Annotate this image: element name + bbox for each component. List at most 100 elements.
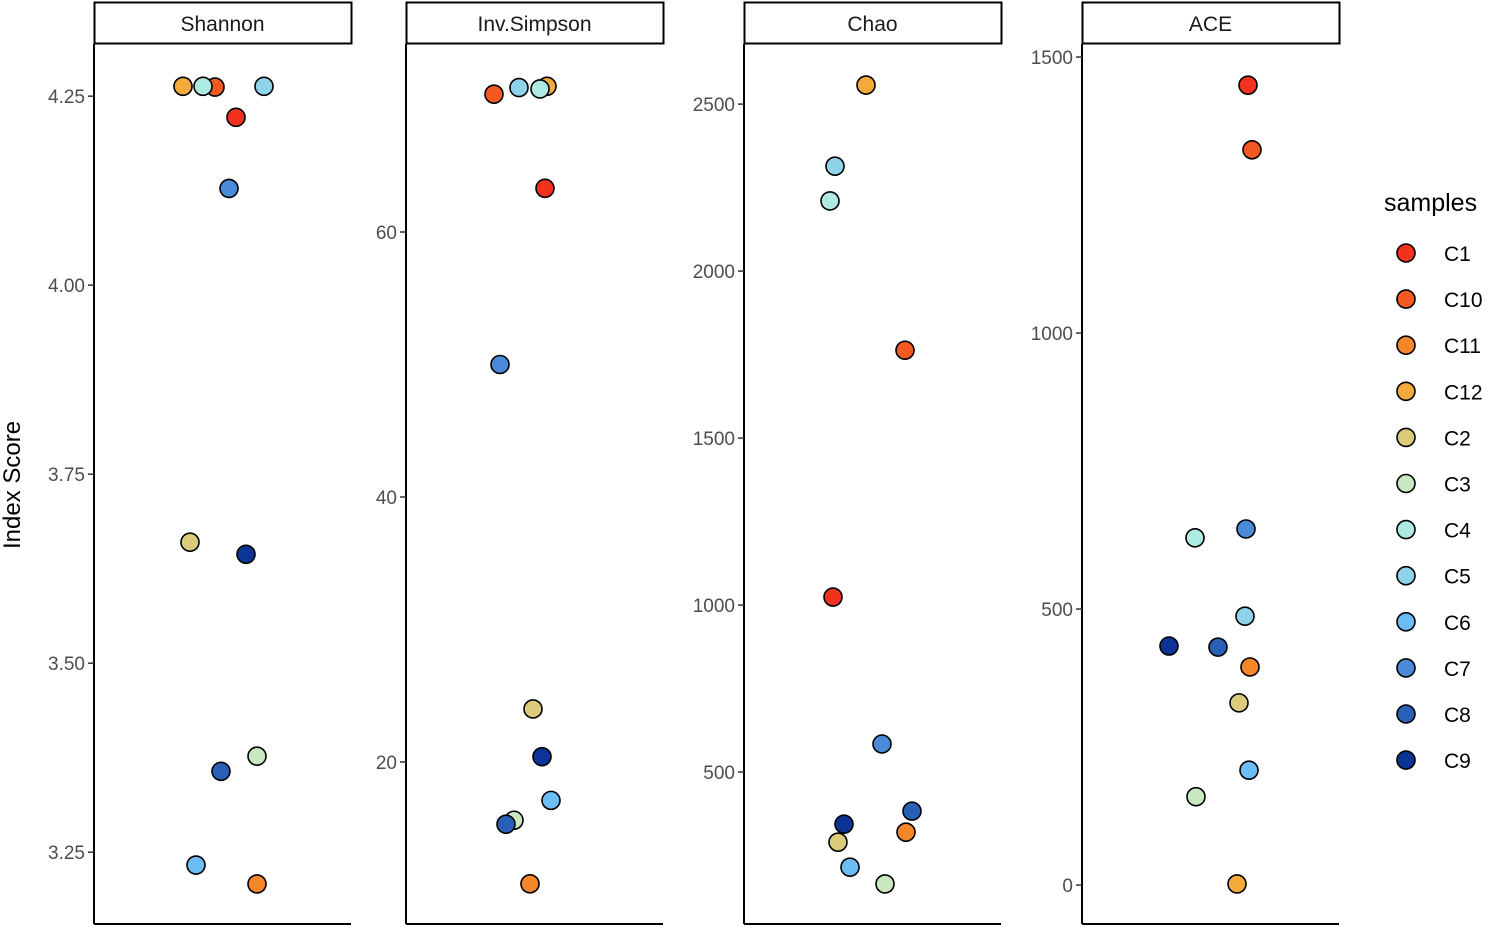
legend-key — [1396, 519, 1416, 540]
y-tick-label: 3.50 — [48, 654, 85, 675]
y-axis-label: Index Score — [0, 421, 26, 549]
legend-key — [1396, 658, 1416, 678]
y-tick-label: 0 — [1062, 876, 1073, 897]
legend-key — [1396, 611, 1416, 632]
legend-label: C9 — [1444, 750, 1471, 773]
point-C12 — [1227, 874, 1247, 894]
y-tick-label: 2500 — [693, 95, 735, 116]
point-C2 — [1229, 693, 1249, 713]
legend-item-C9: C9 — [1396, 750, 1471, 773]
point-C4 — [530, 79, 550, 99]
y-tick-label: 1000 — [693, 596, 735, 617]
point-C4 — [193, 76, 213, 97]
y-tick-label: 500 — [1041, 600, 1073, 621]
strip-title: Inv.Simpson — [478, 13, 592, 36]
legend-key — [1396, 289, 1416, 309]
point-C9 — [236, 544, 256, 565]
legend-item-C5: C5 — [1396, 565, 1471, 589]
strip-box — [1081, 1, 1341, 45]
legend-label: C3 — [1444, 474, 1471, 497]
panel-ace: ACE 0 500 1000 1500 — [1031, 1, 1341, 925]
point-C4 — [820, 191, 840, 211]
y-tick-label: 500 — [703, 763, 735, 784]
y-tick-label: 3.75 — [48, 465, 85, 486]
legend-key — [1396, 565, 1416, 586]
point-C3 — [875, 874, 895, 894]
legend-title: samples — [1384, 189, 1477, 217]
legend: C1 C10 C11 C12 C2 C3 C4 C5 C6 C7 C8 C9 — [1396, 243, 1483, 773]
point-C11 — [1240, 657, 1260, 677]
legend-item-C10: C10 — [1396, 289, 1483, 312]
strip-title: Chao — [847, 13, 897, 36]
point-C12 — [173, 76, 193, 97]
y-tick-label: 40 — [376, 488, 397, 509]
point-C12 — [856, 75, 876, 95]
point-C7 — [490, 354, 510, 375]
y-tick-label: 2000 — [693, 262, 735, 283]
point-C8 — [211, 761, 231, 782]
strip-box — [743, 1, 1003, 45]
legend-item-C7: C7 — [1396, 658, 1471, 681]
point-C9 — [1159, 636, 1179, 656]
y-tick-label: 1000 — [1031, 324, 1073, 345]
point-C10 — [895, 340, 915, 361]
point-C7 — [1236, 519, 1256, 539]
point-C7 — [872, 734, 892, 754]
point-C5 — [1235, 606, 1255, 627]
legend-label: C4 — [1444, 520, 1471, 543]
legend-item-C8: C8 — [1396, 704, 1471, 727]
y-tick-label: 3.25 — [48, 843, 85, 864]
legend-item-C4: C4 — [1396, 519, 1471, 543]
point-C3 — [1186, 786, 1206, 807]
y-tick-label: 4.25 — [48, 87, 85, 108]
point-C2 — [523, 699, 543, 719]
point-C1 — [535, 178, 555, 199]
point-C9 — [532, 746, 552, 767]
legend-item-C11: C11 — [1396, 335, 1481, 358]
point-C9 — [834, 814, 854, 834]
legend-key — [1396, 381, 1416, 402]
strip-title: Shannon — [180, 13, 264, 36]
point-C6 — [186, 855, 206, 875]
point-C6 — [541, 790, 561, 811]
legend-label: C12 — [1444, 381, 1483, 404]
legend-label: C6 — [1444, 612, 1471, 635]
y-tick-label: 60 — [376, 223, 397, 244]
y-tick-label: 1500 — [693, 429, 735, 450]
point-C6 — [1239, 760, 1259, 781]
point-C11 — [896, 822, 916, 842]
panel-shannon: Shannon 3.25 3.50 3.75 4.00 4.25 — [48, 1, 353, 925]
legend-key — [1396, 704, 1416, 724]
point-C7 — [219, 178, 239, 199]
point-C11 — [520, 874, 540, 894]
legend-label: C8 — [1444, 704, 1471, 727]
y-tick-label: 20 — [376, 753, 397, 774]
panel-inv-simpson: Inv.Simpson 20 40 60 — [376, 1, 665, 925]
legend-item-C6: C6 — [1396, 611, 1471, 635]
y-tick-label: 4.00 — [48, 276, 85, 297]
point-C3 — [247, 746, 267, 766]
panel-chao: Chao 500 1000 1500 2000 2500 — [693, 1, 1003, 925]
legend-item-C2: C2 — [1396, 427, 1471, 450]
point-C1 — [823, 587, 843, 607]
strip-title: ACE — [1189, 13, 1232, 36]
legend-key — [1396, 427, 1416, 448]
strip-box — [93, 1, 353, 45]
point-C8 — [1208, 637, 1228, 657]
legend-item-C3: C3 — [1396, 474, 1471, 497]
strip-box — [405, 1, 665, 45]
point-C1 — [1238, 75, 1258, 95]
point-C5 — [254, 76, 274, 97]
legend-label: C5 — [1444, 566, 1471, 589]
legend-label: C10 — [1444, 289, 1483, 312]
point-C6 — [840, 857, 860, 878]
point-C11 — [247, 874, 267, 894]
point-C10 — [1242, 139, 1262, 160]
legend-item-C1: C1 — [1396, 243, 1471, 266]
legend-label: C11 — [1444, 335, 1481, 358]
point-C2 — [828, 832, 848, 852]
point-C8 — [496, 814, 516, 835]
point-C8 — [902, 801, 922, 821]
legend-label: C7 — [1444, 658, 1471, 681]
legend-item-C12: C12 — [1396, 381, 1483, 404]
